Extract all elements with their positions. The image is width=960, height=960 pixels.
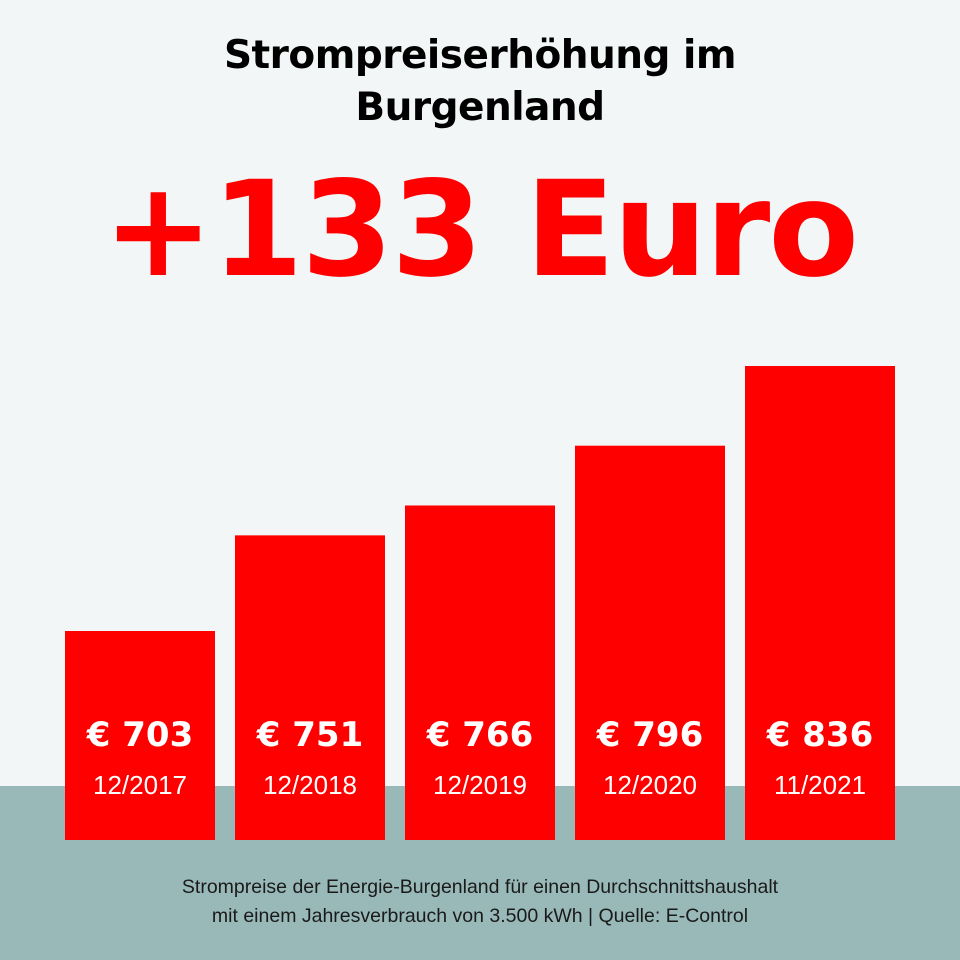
bar-12-2020 (575, 445, 725, 840)
chart-title: Strompreiserhöhung im Burgenland (0, 30, 960, 134)
bar-category-label: 12/2018 (263, 770, 357, 800)
headline-increase: +133 Euro (102, 153, 859, 307)
bar-category-label: 12/2019 (433, 770, 527, 800)
bar-value-label: € 766 (426, 715, 533, 755)
bar-12-2017 (65, 631, 215, 840)
footnote-line-2: mit einem Jahresverbrauch von 3.500 kWh … (211, 905, 749, 927)
footnote-line-1: Strompreise der Energie-Burgenland für e… (181, 876, 779, 898)
bar-category-label: 11/2021 (774, 770, 866, 800)
bar-11-2021 (745, 366, 895, 840)
bar-category-label: 12/2017 (93, 770, 187, 800)
bar-12-2019 (405, 505, 555, 840)
bar-value-label: € 703 (86, 715, 193, 755)
bar-category-label: 12/2020 (603, 770, 697, 800)
bar-value-label: € 796 (596, 715, 703, 755)
footnote: Strompreise der Energie-Burgenland für e… (0, 873, 960, 931)
title-line-1: Strompreiserhöhung im (223, 33, 737, 78)
bar-12-2018 (235, 535, 385, 840)
title-line-2: Burgenland (355, 85, 605, 130)
bar-value-label: € 751 (256, 715, 363, 755)
bar-value-label: € 836 (766, 715, 873, 755)
